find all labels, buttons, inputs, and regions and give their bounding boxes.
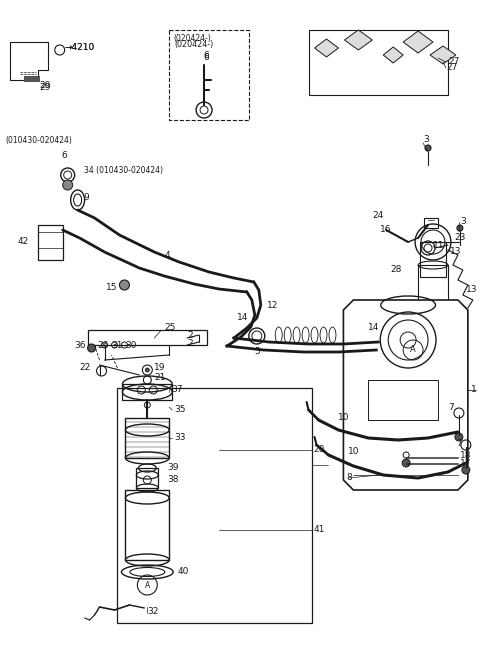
Text: 12: 12 [267, 300, 278, 310]
Text: 14: 14 [237, 314, 248, 323]
Text: 13: 13 [450, 247, 461, 256]
Bar [87, 330, 207, 345]
Text: 21: 21 [154, 373, 166, 382]
Text: 40: 40 [177, 567, 189, 577]
Text: 9: 9 [84, 194, 89, 203]
Text: 4: 4 [164, 251, 170, 260]
Text: 22: 22 [80, 363, 91, 373]
Circle shape [457, 225, 463, 231]
Text: 2: 2 [187, 340, 193, 348]
Text: 38: 38 [167, 476, 179, 485]
Bar [118, 388, 312, 623]
Text: 13: 13 [466, 285, 477, 295]
Text: 3: 3 [460, 218, 466, 226]
Polygon shape [403, 31, 433, 53]
Text: 28: 28 [390, 266, 402, 274]
Polygon shape [430, 46, 456, 64]
Bar [136, 468, 158, 488]
Bar [420, 242, 446, 277]
Text: 26: 26 [97, 340, 109, 350]
Bar [125, 418, 169, 458]
Text: 3: 3 [423, 136, 429, 144]
Bar [169, 30, 249, 120]
Text: A: A [410, 346, 416, 354]
Circle shape [145, 368, 149, 372]
Text: 7: 7 [448, 403, 454, 413]
Text: 34 (010430-020424): 34 (010430-020424) [84, 165, 163, 174]
Circle shape [402, 459, 410, 467]
Circle shape [425, 145, 431, 151]
Text: 7: 7 [456, 440, 462, 449]
Text: 6: 6 [203, 54, 209, 62]
Text: (020424-): (020424-) [173, 33, 211, 43]
Text: 16: 16 [380, 226, 392, 234]
Text: 10: 10 [348, 447, 360, 457]
Text: 39: 39 [167, 464, 179, 472]
Text: 1: 1 [471, 386, 477, 394]
Text: 14: 14 [368, 323, 380, 333]
Bar [368, 380, 438, 420]
Text: 25: 25 [164, 323, 176, 333]
Circle shape [63, 180, 72, 190]
Text: 5: 5 [254, 348, 260, 356]
Text: 27: 27 [448, 58, 459, 66]
Text: 6: 6 [62, 150, 68, 159]
Circle shape [87, 344, 96, 352]
Text: 6: 6 [203, 52, 209, 60]
Circle shape [462, 466, 470, 474]
Bar [125, 490, 169, 560]
Text: →4210: →4210 [65, 43, 95, 52]
Text: 29: 29 [40, 83, 51, 92]
Polygon shape [343, 300, 468, 490]
Text: 20: 20 [313, 445, 325, 455]
Text: 32: 32 [147, 607, 159, 617]
Text: 30: 30 [125, 340, 137, 350]
Circle shape [455, 433, 463, 441]
Text: 18: 18 [460, 451, 471, 461]
Bar [418, 265, 448, 305]
Text: 31: 31 [111, 340, 123, 350]
Text: 35: 35 [174, 405, 186, 415]
Text: 17: 17 [460, 459, 471, 468]
Text: 37: 37 [171, 386, 183, 394]
Bar [122, 384, 172, 400]
Text: 36: 36 [75, 340, 86, 350]
Text: 27: 27 [446, 64, 457, 73]
Text: 33: 33 [174, 434, 186, 443]
Text: 19: 19 [154, 363, 166, 373]
Bar [309, 30, 448, 95]
Polygon shape [314, 39, 338, 57]
Polygon shape [383, 47, 403, 63]
Text: 24: 24 [372, 211, 384, 220]
Text: 42: 42 [18, 237, 29, 247]
Text: 15: 15 [106, 283, 117, 293]
Text: →4210: →4210 [65, 43, 95, 52]
Text: 2: 2 [187, 331, 193, 340]
Polygon shape [345, 30, 372, 50]
Text: 29: 29 [40, 81, 51, 89]
Bar [24, 76, 40, 82]
Bar [38, 225, 63, 260]
Text: 23: 23 [454, 234, 465, 243]
Text: (010430-020424): (010430-020424) [5, 136, 72, 144]
Text: A: A [144, 581, 150, 590]
Text: 8: 8 [347, 474, 352, 483]
Text: 11: 11 [433, 241, 444, 251]
Bar [424, 218, 438, 228]
Circle shape [120, 280, 130, 290]
Text: 10: 10 [338, 413, 350, 422]
Text: (020424-): (020424-) [174, 39, 214, 49]
Text: 41: 41 [313, 525, 325, 535]
